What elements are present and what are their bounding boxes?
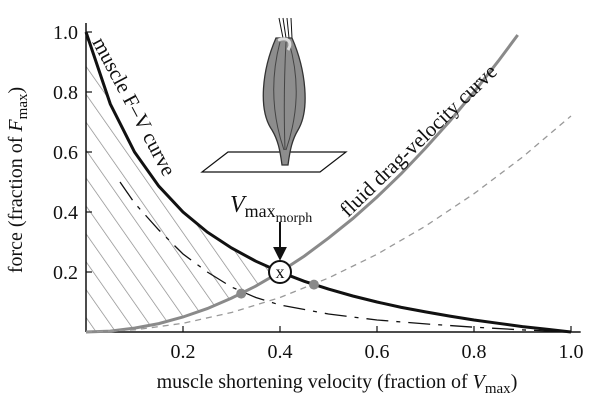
y-axis-label: force (fraction of Fmax) xyxy=(5,87,31,273)
vmax-subsub: morph xyxy=(276,211,313,226)
intersection-point xyxy=(308,279,319,290)
y-tick-label: 1.0 xyxy=(53,22,78,44)
x-tick-label: 0.6 xyxy=(365,341,390,363)
series-line xyxy=(85,115,572,333)
x-tick-label: 0.4 xyxy=(268,341,293,363)
series-line xyxy=(119,181,572,333)
x-tick-label: 1.0 xyxy=(559,341,584,363)
vmax-label: Vmaxmorph xyxy=(230,192,312,226)
x-tick-label: 0.8 xyxy=(462,341,487,363)
vmax-sub: max xyxy=(245,201,276,221)
x-label-symbol: V xyxy=(473,371,488,393)
series-line xyxy=(85,34,519,334)
drag-curve-label: fluid drag-velocity curve xyxy=(335,59,502,221)
y-label-sub: max xyxy=(15,93,31,119)
x-label-end: ) xyxy=(511,371,518,393)
y-tick-label: 0.8 xyxy=(53,82,78,104)
series-line xyxy=(84,31,572,334)
x-label-text: muscle shortening velocity (fraction of xyxy=(157,371,473,393)
y-tick-label: 0.2 xyxy=(53,262,78,284)
x-tick-label: 0.2 xyxy=(171,341,196,363)
vmax-symbol: V xyxy=(230,192,247,218)
y-label-text: force (fraction of xyxy=(5,132,27,274)
y-label-symbol: F xyxy=(5,119,27,133)
y-label-end: ) xyxy=(5,87,27,94)
vmax-marker xyxy=(268,260,292,284)
y-tick-label: 0.4 xyxy=(53,202,78,224)
muscle-illustration xyxy=(200,17,348,173)
x-axis-label: muscle shortening velocity (fraction of … xyxy=(157,371,518,397)
x-label-sub: max xyxy=(485,381,511,397)
vmax-marker-label: x xyxy=(276,262,285,282)
intersection-point xyxy=(236,288,247,299)
hatched-region xyxy=(86,32,280,332)
y-tick-label: 0.6 xyxy=(53,142,78,164)
